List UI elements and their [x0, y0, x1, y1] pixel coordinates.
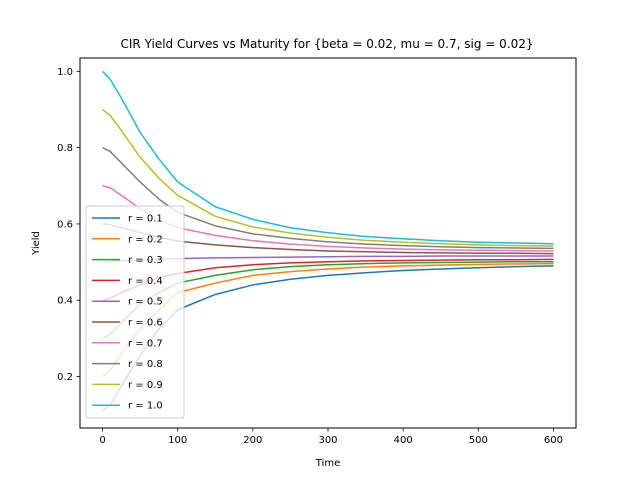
x-tick-label: 200	[243, 435, 262, 446]
series-line-8	[102, 146, 554, 250]
y-axis-title: Yield	[31, 231, 42, 256]
series-line-7	[102, 185, 554, 252]
y-tick-label: 0.8	[57, 143, 73, 154]
y-tick-label: 0.6	[57, 219, 73, 230]
x-tick-label: 400	[394, 435, 413, 446]
y-axis: 0.2 0.4 0.6 0.8 1.0	[57, 67, 80, 383]
y-tick-label: 0.2	[57, 372, 73, 383]
legend-label-1: r = 0.1	[128, 214, 163, 225]
legend-label-4: r = 0.4	[128, 276, 163, 287]
legend-label-10: r = 1.0	[128, 401, 163, 412]
series-line-10	[102, 70, 554, 245]
legend-label-7: r = 0.7	[128, 338, 163, 349]
legend-label-5: r = 0.5	[128, 297, 163, 308]
x-tick-label: 0	[99, 435, 105, 446]
legend: r = 0.1 r = 0.2 r = 0.3 r = 0.4 r = 0.5 r = 0…	[85, 205, 185, 419]
x-axis: 0 100 200 300 400 500 600	[99, 428, 563, 446]
x-tick-label: 300	[318, 435, 337, 446]
legend-label-6: r = 0.6	[128, 318, 163, 329]
legend-label-9: r = 0.9	[128, 380, 163, 391]
legend-label-3: r = 0.3	[128, 255, 163, 266]
x-tick-label: 600	[544, 435, 563, 446]
legend-label-8: r = 0.8	[128, 359, 163, 370]
y-tick-label: 0.4	[57, 296, 73, 307]
y-tick-label: 1.0	[57, 67, 73, 78]
x-tick-label: 500	[469, 435, 488, 446]
series-line-9	[102, 108, 554, 247]
legend-label-2: r = 0.2	[128, 234, 163, 245]
x-axis-title: Time	[315, 458, 340, 469]
chart-title: CIR Yield Curves vs Maturity for {beta =…	[121, 37, 534, 51]
x-tick-label: 100	[168, 435, 187, 446]
